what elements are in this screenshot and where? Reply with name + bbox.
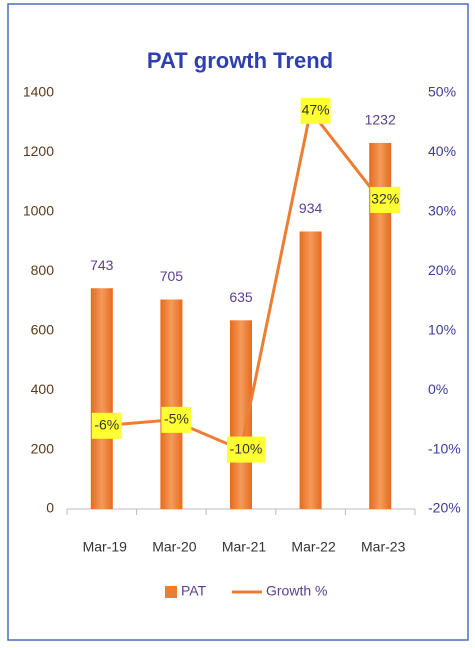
growth-label-bg xyxy=(161,406,192,433)
bar xyxy=(90,288,113,509)
y-tick-label: 200 xyxy=(31,440,55,456)
y-tick-label: 1000 xyxy=(23,203,54,219)
x-tick-label: Mar-20 xyxy=(152,539,197,555)
x-tick-label: Mar-21 xyxy=(222,539,267,555)
y-tick-label: 800 xyxy=(31,262,55,278)
legend-label: PAT xyxy=(181,583,207,599)
bar xyxy=(369,142,392,510)
bar xyxy=(160,299,183,509)
y-tick-label: 0 xyxy=(46,500,54,516)
x-tick-label: Mar-22 xyxy=(291,539,336,555)
y2-tick-label: -10% xyxy=(428,440,461,456)
y-tick-label: 1400 xyxy=(23,84,54,100)
y2-tick-label: 0% xyxy=(428,381,448,397)
growth-label: -5% xyxy=(164,411,189,427)
growth-label-bg xyxy=(91,412,122,439)
chart-title: PAT growth Trend xyxy=(147,48,333,73)
bar-label: 743 xyxy=(90,257,114,273)
y2-tick-label: 30% xyxy=(428,203,456,219)
y2-tick-label: 20% xyxy=(428,262,456,278)
growth-label: -10% xyxy=(230,440,263,456)
x-tick-label: Mar-19 xyxy=(83,539,128,555)
y-tick-label: 1200 xyxy=(23,143,54,159)
growth-label: 47% xyxy=(302,102,330,118)
y2-tick-label: -20% xyxy=(428,500,461,516)
x-tick-label: Mar-23 xyxy=(361,539,406,555)
bar-label: 934 xyxy=(299,200,323,216)
growth-label-bg xyxy=(227,436,265,463)
y2-tick-label: 50% xyxy=(428,84,456,100)
bar-label: 705 xyxy=(160,268,184,284)
legend-swatch xyxy=(165,586,177,598)
growth-label-bg xyxy=(370,186,401,213)
bar-label: 1232 xyxy=(365,112,396,128)
y-tick-label: 400 xyxy=(31,381,55,397)
growth-label: 32% xyxy=(371,191,399,207)
growth-label: -6% xyxy=(94,417,119,433)
legend-label: Growth % xyxy=(266,583,327,599)
y-tick-label: 600 xyxy=(31,321,55,337)
bar xyxy=(299,231,322,509)
y2-tick-label: 10% xyxy=(428,321,456,337)
y2-tick-label: 40% xyxy=(428,143,456,159)
growth-label-bg xyxy=(300,97,331,124)
bar-label: 635 xyxy=(229,289,253,305)
